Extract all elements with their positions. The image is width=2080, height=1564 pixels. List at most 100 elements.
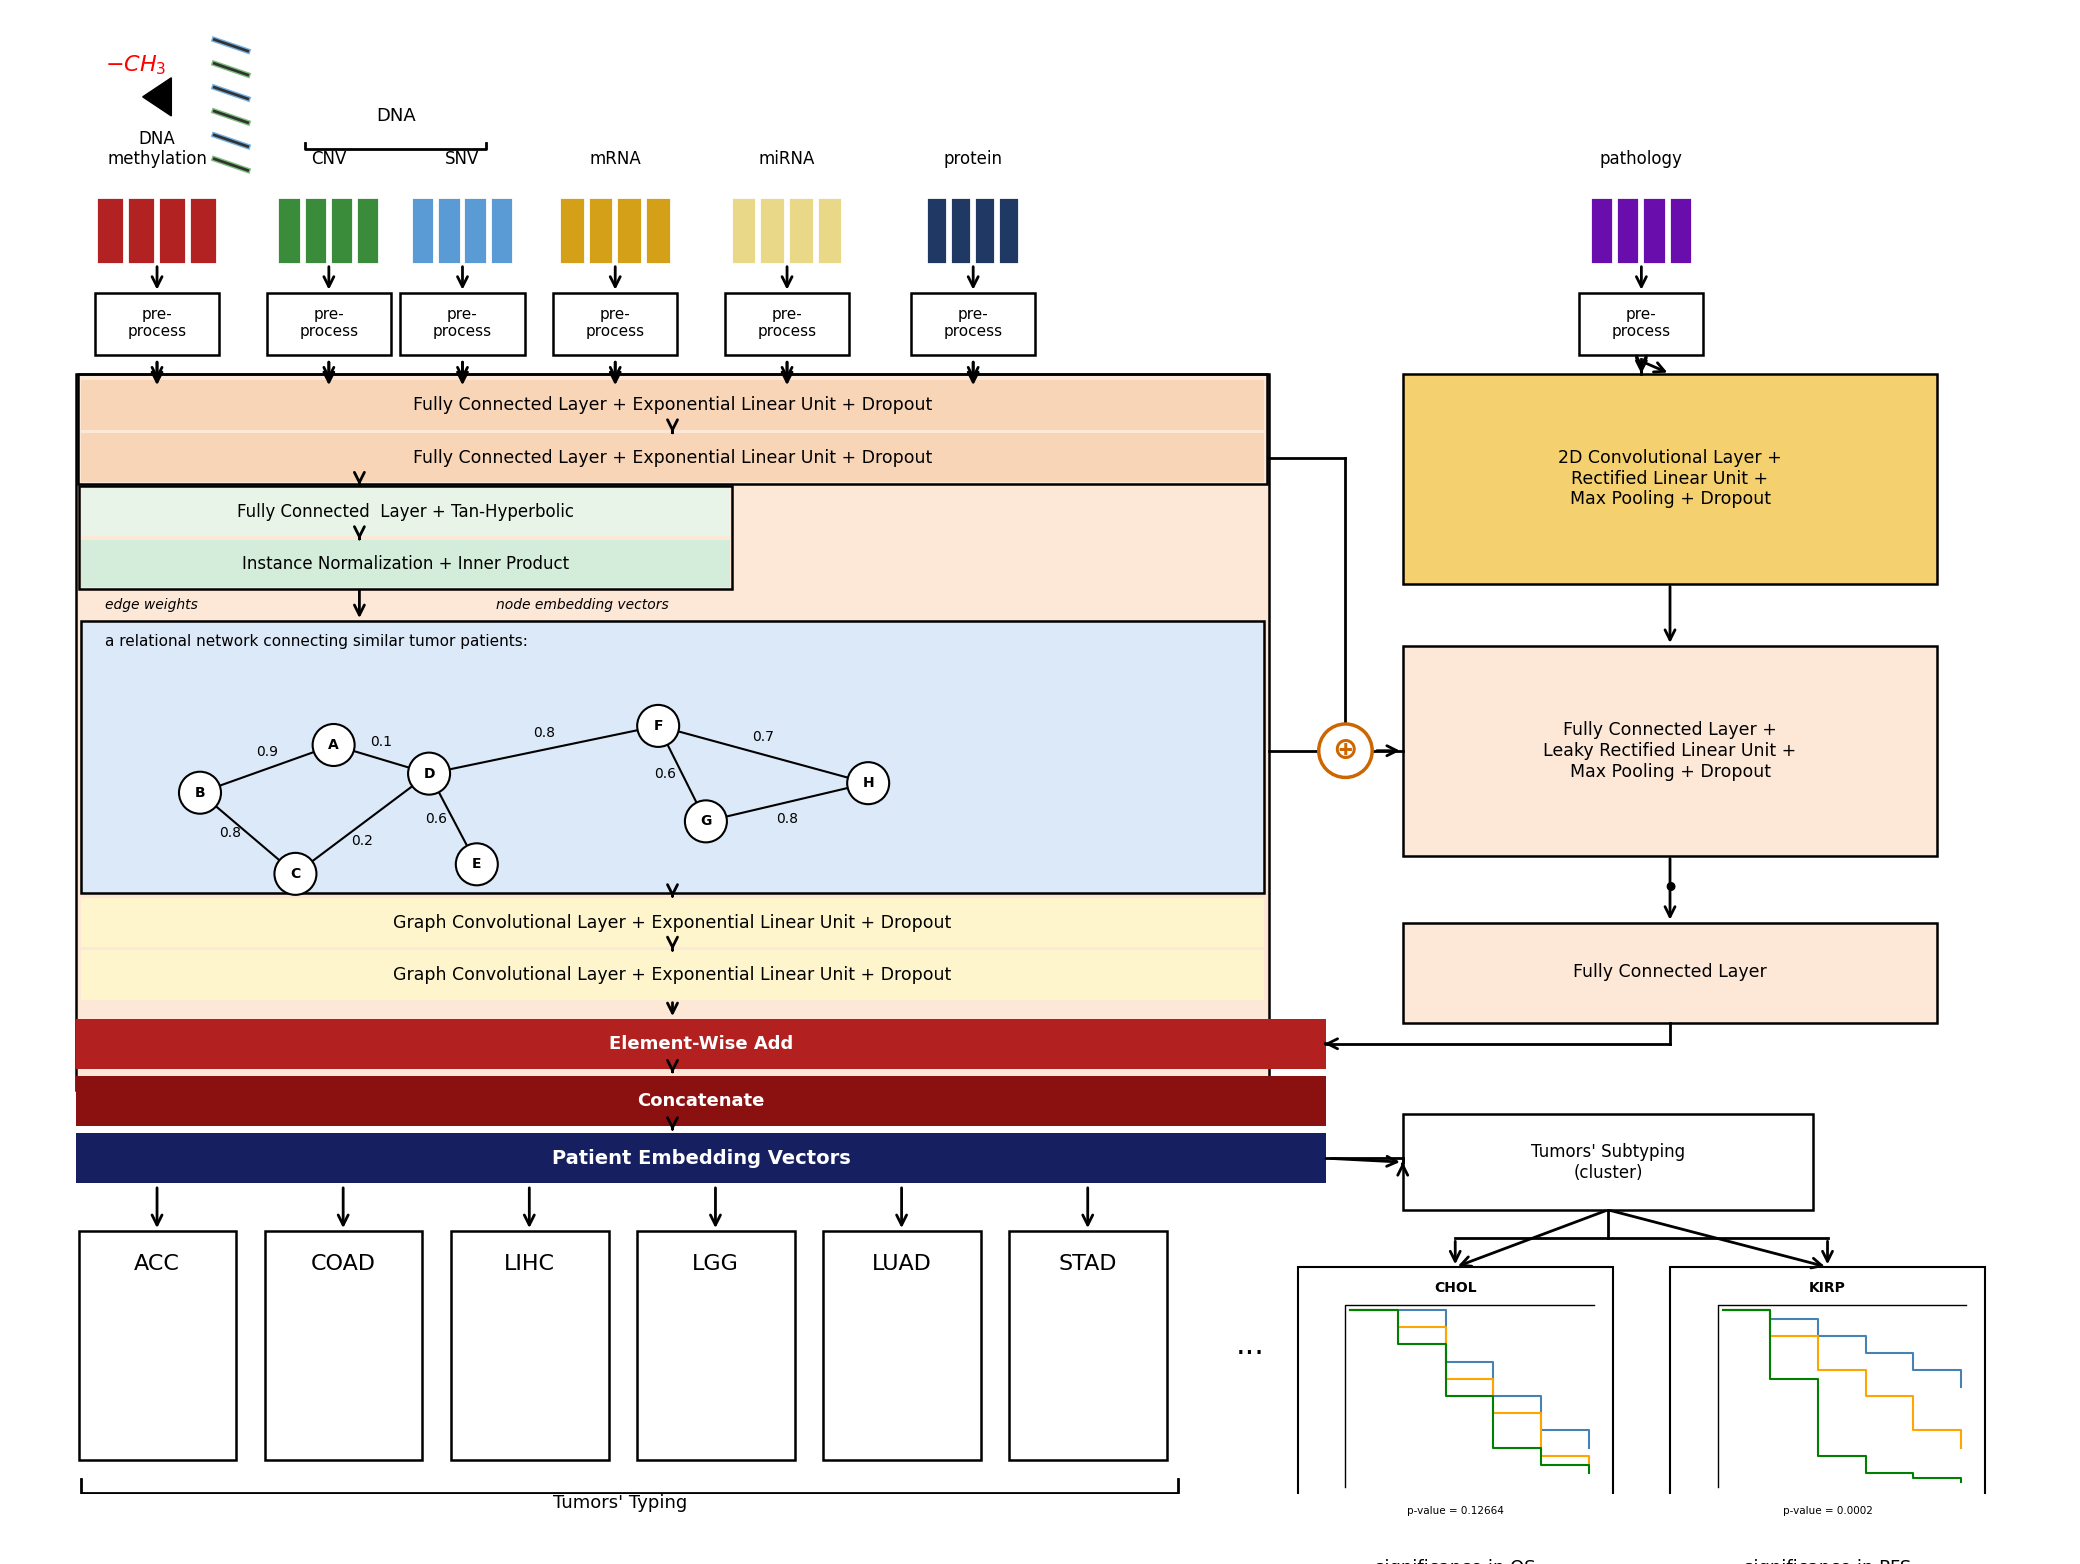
Bar xyxy=(81,433,1265,482)
Bar xyxy=(636,1231,795,1459)
Bar xyxy=(560,197,584,264)
Bar xyxy=(973,197,994,264)
Text: B: B xyxy=(196,785,206,799)
Text: Element-Wise Add: Element-Wise Add xyxy=(609,1035,792,1053)
Text: pre-
process: pre- process xyxy=(127,307,187,339)
Text: pre-
process: pre- process xyxy=(757,307,817,339)
Bar xyxy=(75,1020,1327,1068)
Bar xyxy=(788,197,813,264)
Text: ...: ... xyxy=(1236,1331,1265,1361)
Bar xyxy=(277,197,302,264)
Bar xyxy=(81,380,1265,430)
Bar xyxy=(1402,646,1936,856)
Bar xyxy=(1579,292,1704,355)
Bar xyxy=(1643,197,1666,264)
Bar xyxy=(553,292,678,355)
Text: DNA: DNA xyxy=(376,108,416,125)
Text: 0.8: 0.8 xyxy=(532,726,555,740)
Text: p-value = 0.12664: p-value = 0.12664 xyxy=(1406,1506,1504,1516)
Circle shape xyxy=(847,762,888,804)
Text: 0.2: 0.2 xyxy=(352,834,372,848)
Text: •: • xyxy=(1662,874,1679,904)
Text: Fully Connected Layer +
Leaky Rectified Linear Unit +
Max Pooling + Dropout: Fully Connected Layer + Leaky Rectified … xyxy=(1543,721,1797,780)
Bar xyxy=(81,621,1265,893)
Bar xyxy=(81,488,730,536)
Bar xyxy=(81,540,730,588)
Bar xyxy=(75,1134,1327,1182)
Bar xyxy=(96,292,218,355)
Bar xyxy=(951,197,971,264)
Text: $-CH_3$: $-CH_3$ xyxy=(104,53,166,78)
Bar xyxy=(911,292,1036,355)
Text: 0.8: 0.8 xyxy=(220,826,241,840)
Text: ACC: ACC xyxy=(133,1254,181,1275)
Bar xyxy=(489,197,514,264)
Bar xyxy=(264,1231,422,1459)
Text: C: C xyxy=(291,866,302,881)
Circle shape xyxy=(684,801,726,843)
Bar xyxy=(1589,197,1614,264)
Text: a relational network connecting similar tumor patients:: a relational network connecting similar … xyxy=(104,635,528,649)
Text: Fully Connected Layer + Exponential Linear Unit + Dropout: Fully Connected Layer + Exponential Line… xyxy=(412,396,932,414)
Text: LGG: LGG xyxy=(693,1254,738,1275)
Bar xyxy=(266,292,391,355)
Text: LIHC: LIHC xyxy=(503,1254,555,1275)
Text: Fully Connected Layer: Fully Connected Layer xyxy=(1572,963,1766,981)
Bar xyxy=(1402,374,1936,583)
Text: Fully Connected Layer + Exponential Linear Unit + Dropout: Fully Connected Layer + Exponential Line… xyxy=(412,449,932,466)
Text: G: G xyxy=(701,815,711,829)
Bar xyxy=(81,951,1265,999)
Bar xyxy=(189,197,216,264)
Text: Tumors' Typing: Tumors' Typing xyxy=(553,1494,686,1512)
Bar xyxy=(96,197,125,264)
Text: edge weights: edge weights xyxy=(104,597,198,612)
Bar xyxy=(127,197,156,264)
Text: pre-
process: pre- process xyxy=(300,307,358,339)
Text: Graph Convolutional Layer + Exponential Linear Unit + Dropout: Graph Convolutional Layer + Exponential … xyxy=(393,913,953,932)
Bar xyxy=(451,1231,609,1459)
Text: pathology: pathology xyxy=(1600,150,1683,169)
Text: 2D Convolutional Layer +
Rectified Linear Unit +
Max Pooling + Dropout: 2D Convolutional Layer + Rectified Linea… xyxy=(1558,449,1783,508)
Bar xyxy=(79,1231,237,1459)
Bar xyxy=(464,197,487,264)
Text: Tumors' Subtyping
(cluster): Tumors' Subtyping (cluster) xyxy=(1531,1143,1685,1181)
Bar xyxy=(926,197,946,264)
Bar xyxy=(79,486,732,590)
Bar xyxy=(75,1076,1327,1126)
Text: 0.6: 0.6 xyxy=(424,812,447,826)
Circle shape xyxy=(408,752,449,795)
Text: significance in OS: significance in OS xyxy=(1375,1559,1535,1564)
Text: COAD: COAD xyxy=(310,1254,376,1275)
Text: 0.9: 0.9 xyxy=(256,744,279,759)
Circle shape xyxy=(636,705,680,748)
Bar xyxy=(1402,1115,1814,1211)
Text: significance in PFS: significance in PFS xyxy=(1743,1559,1912,1564)
Bar xyxy=(304,197,327,264)
Bar xyxy=(1009,1231,1167,1459)
Bar xyxy=(412,197,435,264)
Text: Fully Connected  Layer + Tan-Hyperbolic: Fully Connected Layer + Tan-Hyperbolic xyxy=(237,504,574,521)
Circle shape xyxy=(275,852,316,895)
Text: E: E xyxy=(472,857,483,871)
Bar xyxy=(726,292,849,355)
Text: DNA
methylation: DNA methylation xyxy=(106,130,208,169)
Text: ⊕: ⊕ xyxy=(1333,737,1358,765)
Bar xyxy=(81,898,1265,948)
Bar xyxy=(331,197,354,264)
Circle shape xyxy=(1319,724,1373,777)
Bar xyxy=(645,197,670,264)
Text: pre-
process: pre- process xyxy=(433,307,493,339)
Bar xyxy=(759,197,784,264)
Text: H: H xyxy=(863,776,874,790)
Text: Patient Embedding Vectors: Patient Embedding Vectors xyxy=(551,1150,851,1168)
Bar xyxy=(1616,197,1639,264)
Bar xyxy=(75,374,1269,1090)
Text: A: A xyxy=(329,738,339,752)
Text: protein: protein xyxy=(944,150,1003,169)
Bar xyxy=(1402,923,1936,1023)
Text: miRNA: miRNA xyxy=(759,150,815,169)
Bar xyxy=(437,197,460,264)
Bar xyxy=(817,197,842,264)
Text: F: F xyxy=(653,719,664,734)
Bar xyxy=(1670,1267,1984,1534)
